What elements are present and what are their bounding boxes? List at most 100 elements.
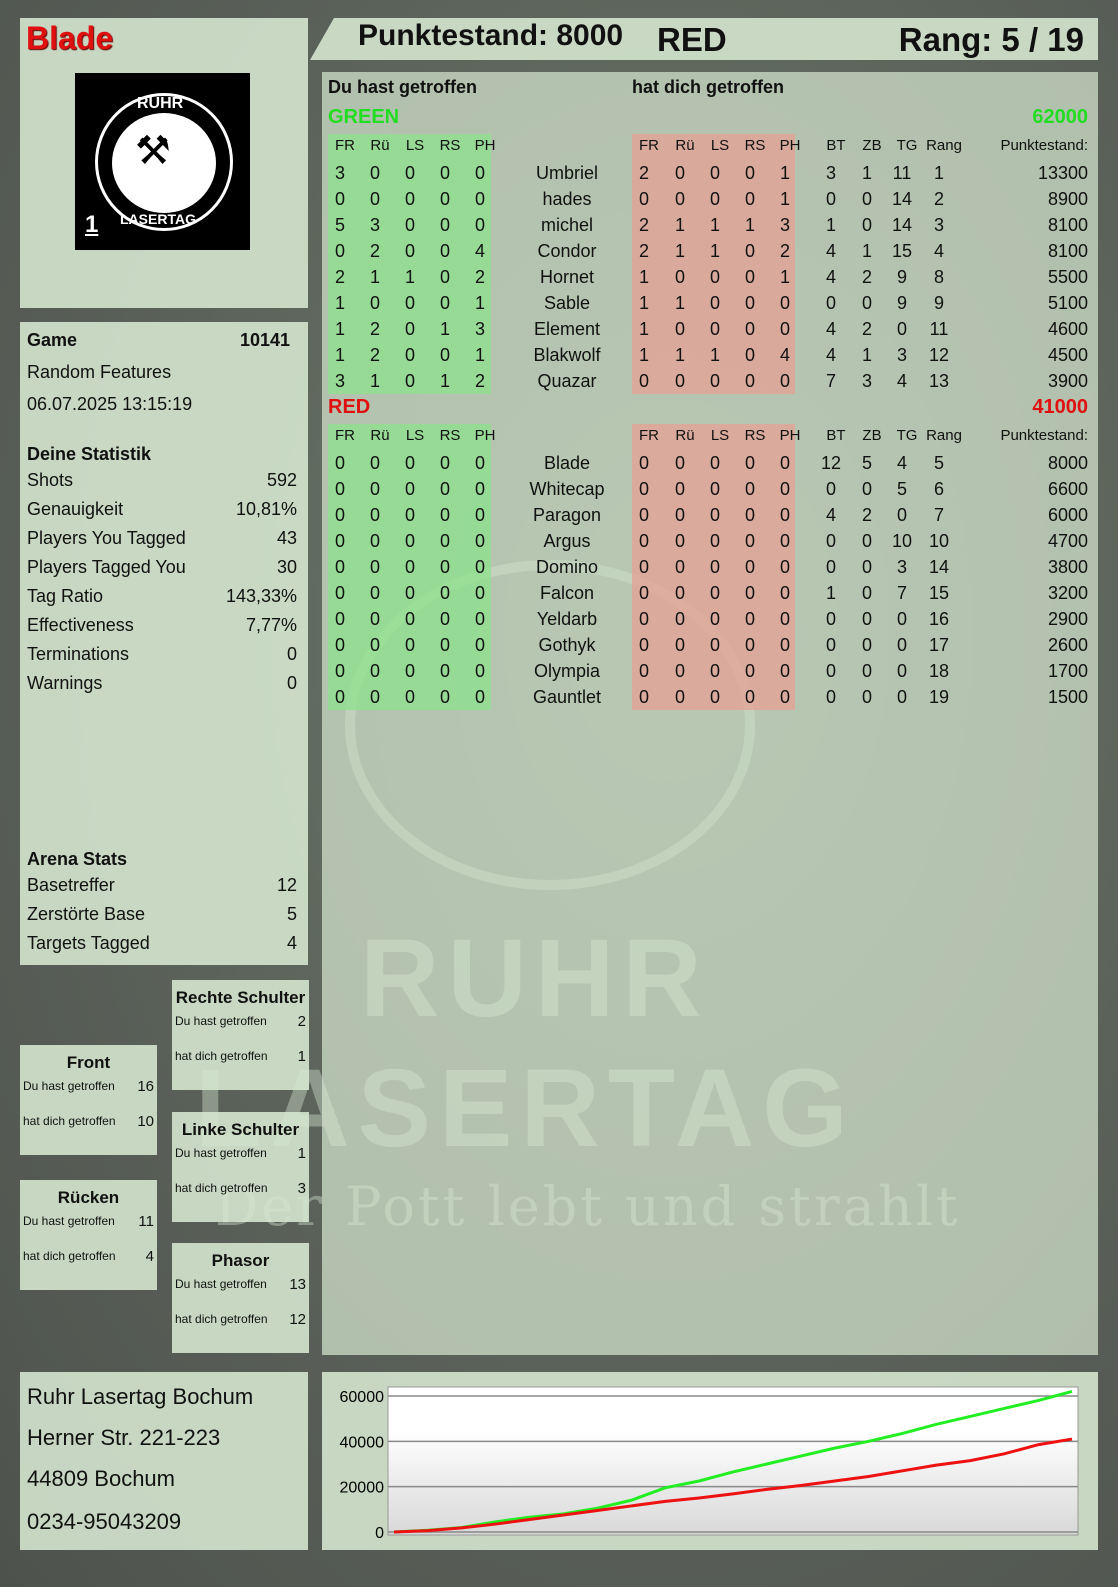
you-hit-cell: 0 (474, 635, 485, 655)
stat-cell: 0 (896, 661, 907, 681)
zone-hit-you-value: 10 (137, 1113, 154, 1130)
hit-zone-rechte-schulter: Rechte Schulter Du hast getroffen 2 hat dic… (172, 980, 309, 1090)
col-header: ZB (862, 137, 882, 154)
player-name: Condor (537, 241, 597, 261)
stat-cell: 8 (933, 267, 944, 287)
col-header: RS (439, 427, 461, 444)
you-hit-cell: 1 (334, 293, 345, 313)
you-hit-cell: 2 (369, 345, 380, 365)
hammer-icon: ⚒ (135, 129, 171, 173)
stat-cell: 0 (896, 635, 907, 655)
hit-you-cell: 0 (674, 189, 685, 209)
zone-you-hit-label: Du hast getroffen (175, 1146, 267, 1160)
hit-you-cell: 0 (638, 609, 649, 629)
you-hit-cell: 0 (404, 453, 415, 473)
stat-cell: 0 (861, 215, 872, 235)
you-hit-cell: 0 (474, 583, 485, 603)
player-team: RED (657, 21, 727, 58)
stat-row: Genauigkeit 10,81% (27, 499, 297, 528)
stat-row: Warnings 0 (27, 673, 297, 702)
player-name: Yeldarb (536, 609, 598, 629)
stat-cell: 10 (928, 531, 950, 551)
stat-cell: 4 (896, 371, 907, 391)
team-name: GREEN (328, 106, 400, 128)
stat-cell: 0 (861, 687, 872, 707)
col-header: Rü (675, 427, 695, 444)
stat-cell: 4 (825, 505, 836, 525)
hit-you-cell: 0 (744, 531, 755, 551)
hit-you-cell: 0 (674, 635, 685, 655)
you-hit-cell: 0 (439, 241, 450, 261)
hit-you-cell: 0 (779, 583, 790, 603)
stat-cell: 1 (825, 583, 836, 603)
score-cell: 8100 (1047, 215, 1088, 235)
stat-cell: 0 (825, 189, 836, 209)
table-row: 0 0 0 0 0 Argus 0 0 0 0 0 0 0 10 10 4700 (322, 528, 1098, 554)
you-hit-cell: 0 (369, 557, 380, 577)
stat-cell: 0 (861, 293, 872, 313)
score-cell: 3800 (1047, 557, 1088, 577)
col-header: BT (826, 137, 846, 154)
stat-row: Tag Ratio 143,33% (27, 586, 297, 615)
hit-you-cell: 0 (744, 505, 755, 525)
you-hit-cell: 0 (439, 163, 450, 183)
score-cell: 13300 (1037, 163, 1088, 183)
zone-you-hit-label: Du hast getroffen (23, 1079, 115, 1093)
hit-you-cell: 1 (674, 215, 685, 235)
hit-you-cell: 0 (779, 371, 790, 391)
hit-you-cell: 1 (744, 215, 755, 235)
stat-value: 0 (286, 673, 297, 693)
player-name: Argus (543, 531, 591, 551)
col-header: TG (896, 137, 918, 154)
stat-value: 4 (286, 933, 297, 953)
stat-label: Basetreffer (27, 875, 115, 895)
team-score: 62000 (1032, 106, 1088, 128)
hit-you-cell: 2 (638, 215, 649, 235)
you-hit-cell: 2 (474, 371, 485, 391)
table-row: 2 1 1 0 2 Hornet 1 0 0 0 1 4 2 9 8 5500 (322, 264, 1098, 290)
stat-value: 143,33% (225, 586, 297, 606)
col-header: LS (405, 137, 425, 154)
hit-you-cell: 0 (779, 505, 790, 525)
hit-you-cell: 0 (709, 189, 720, 209)
table-row: 3 0 0 0 0 Umbriel 2 0 0 0 1 3 1 11 1 13300 (322, 160, 1098, 186)
hit-you-cell: 0 (638, 687, 649, 707)
hit-you-cell: 0 (744, 189, 755, 209)
score-cell: 2900 (1047, 609, 1088, 629)
hit-you-cell: 0 (744, 371, 755, 391)
hit-you-cell: 1 (638, 319, 649, 339)
stat-value: 12 (276, 875, 297, 895)
stat-cell: 0 (861, 583, 872, 603)
you-hit-heading: Du hast getroffen (328, 77, 478, 97)
you-hit-cell: 0 (334, 661, 345, 681)
you-hit-cell: 0 (404, 189, 415, 209)
stat-cell: 0 (825, 479, 836, 499)
stat-cell: 12 (928, 345, 950, 365)
you-hit-cell: 3 (334, 371, 345, 391)
zone-hit-you-label: hat dich getroffen (175, 1049, 268, 1063)
score-cell: 6000 (1047, 505, 1088, 525)
stat-cell: 0 (896, 687, 907, 707)
stat-cell: 4 (933, 241, 944, 261)
stat-cell: 0 (825, 661, 836, 681)
col-header: LS (405, 427, 425, 444)
you-hit-cell: 0 (404, 479, 415, 499)
zone-hit-you-label: hat dich getroffen (175, 1181, 268, 1195)
hit-you-cell: 0 (638, 189, 649, 209)
stat-cell: 16 (928, 609, 950, 629)
stat-cell: 0 (825, 687, 836, 707)
hit-zone-rücken: Rücken Du hast getroffen 11 hat dich getrof… (20, 1180, 157, 1290)
stat-label: Tag Ratio (27, 586, 104, 606)
hit-you-cell: 0 (674, 557, 685, 577)
venue-street: Herner Str. 221-223 (27, 1425, 221, 1450)
hit-you-cell: 0 (709, 453, 720, 473)
hit-zone-phasor: Phasor Du hast getroffen 13 hat dich getrof… (172, 1243, 309, 1353)
you-hit-cell: 0 (439, 505, 450, 525)
player-score: Punktestand: 8000 (358, 19, 624, 52)
hit-you-cell: 0 (709, 371, 720, 391)
col-header: FR (335, 427, 355, 444)
you-hit-cell: 0 (369, 687, 380, 707)
stat-cell: 1 (861, 241, 872, 261)
col-header: TG (896, 427, 918, 444)
hit-you-cell: 0 (709, 609, 720, 629)
